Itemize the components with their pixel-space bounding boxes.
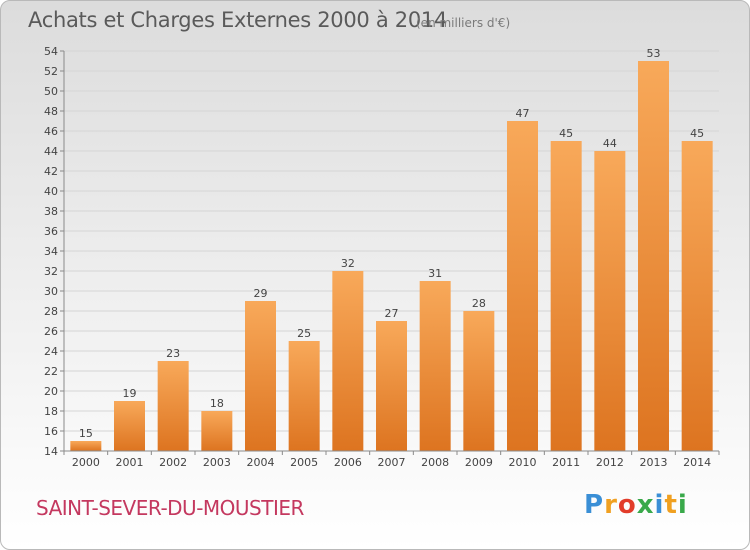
bars (70, 61, 713, 451)
x-tick-label: 2013 (640, 456, 668, 469)
x-tick-label: 2001 (116, 456, 144, 469)
data-label-2014: 45 (690, 127, 704, 140)
y-tick-label: 30 (44, 285, 58, 298)
bar-2003 (201, 411, 233, 451)
y-tick-label: 18 (44, 405, 58, 418)
bar-2009 (463, 311, 495, 451)
y-tick-label: 22 (44, 365, 58, 378)
y-tick-label: 52 (44, 65, 58, 78)
bar-2006 (332, 271, 364, 451)
x-tick-label: 2007 (378, 456, 406, 469)
x-tick-label: 2012 (596, 456, 624, 469)
x-axis-ticks: 2000 2001 2002 2003 2004 2005 2006 2007 2008 2009… (63, 451, 720, 469)
x-tick-label: 2003 (203, 456, 231, 469)
bar-2012 (594, 151, 626, 451)
bar-2014 (681, 141, 713, 451)
bar-2011 (550, 141, 582, 451)
x-tick-label: 2010 (509, 456, 537, 469)
axes (63, 51, 719, 452)
x-tick-label: 2006 (334, 456, 362, 469)
logo-letter: t (664, 490, 678, 520)
y-tick-label: 42 (44, 165, 58, 178)
data-label-2010: 47 (516, 107, 530, 120)
data-label-2000: 15 (79, 427, 93, 440)
bar-2008 (419, 281, 451, 451)
proxiti-logo: Proxiti (584, 490, 688, 520)
commune-name: SAINT-SEVER-DU-MOUSTIER (36, 496, 304, 520)
bar-2010 (507, 121, 538, 451)
bar-2005 (288, 341, 320, 451)
logo-letter: i (677, 490, 688, 520)
logo-letter: o (617, 490, 637, 520)
bar-2001 (114, 401, 145, 451)
data-label-2012: 44 (603, 137, 617, 150)
y-tick-label: 26 (44, 325, 58, 338)
y-tick-label: 16 (44, 425, 58, 438)
logo-letter: i (654, 490, 665, 520)
y-tick-label: 44 (44, 145, 58, 158)
y-tick-label: 14 (44, 445, 58, 458)
bar-2004 (245, 301, 276, 451)
logo-letter: r (604, 490, 618, 520)
x-tick-label: 2002 (159, 456, 187, 469)
data-label-2013: 53 (647, 47, 661, 60)
data-label-2002: 23 (166, 347, 180, 360)
y-tick-label: 20 (44, 385, 58, 398)
data-label-2003: 18 (210, 397, 224, 410)
logo-letter: P (584, 490, 605, 520)
logo-letter: x (636, 490, 655, 520)
y-tick-label: 54 (44, 45, 58, 58)
y-tick-label: 40 (44, 185, 58, 198)
y-tick-label: 34 (44, 245, 58, 258)
bar-2007 (376, 321, 407, 451)
data-labels: 15 19 23 18 29 25 32 27 31 28 47 45 44 53 45 (79, 47, 704, 440)
x-tick-label: 2014 (683, 456, 711, 469)
data-label-2009: 28 (472, 297, 486, 310)
y-tick-label: 24 (44, 345, 58, 358)
x-tick-label: 2005 (290, 456, 318, 469)
data-label-2007: 27 (385, 307, 399, 320)
data-label-2001: 19 (123, 387, 137, 400)
data-label-2008: 31 (428, 267, 442, 280)
bar-2013 (638, 61, 669, 451)
data-label-2011: 45 (559, 127, 573, 140)
bar-2002 (157, 361, 189, 451)
y-tick-label: 36 (44, 225, 58, 238)
x-tick-label: 2008 (421, 456, 449, 469)
chart-title: Achats et Charges Externes 2000 à 2014 (28, 8, 448, 32)
x-tick-label: 2009 (465, 456, 493, 469)
y-tick-label: 32 (44, 265, 58, 278)
y-tick-label: 28 (44, 305, 58, 318)
bar-2000 (70, 441, 102, 451)
data-label-2005: 25 (297, 327, 311, 340)
y-tick-label: 48 (44, 105, 58, 118)
y-tick-label: 46 (44, 125, 58, 138)
x-tick-label: 2011 (552, 456, 580, 469)
x-tick-label: 2004 (247, 456, 275, 469)
chart-subtitle: (en milliers d'€) (416, 16, 511, 30)
x-tick-label: 2000 (72, 456, 100, 469)
y-tick-label: 50 (44, 85, 58, 98)
y-axis-ticks: 14 16 18 20 22 24 26 28 30 32 34 36 38 40 42 44 46 48 50 52… (44, 45, 64, 458)
data-label-2004: 29 (254, 287, 268, 300)
y-tick-label: 38 (44, 205, 58, 218)
data-label-2006: 32 (341, 257, 355, 270)
